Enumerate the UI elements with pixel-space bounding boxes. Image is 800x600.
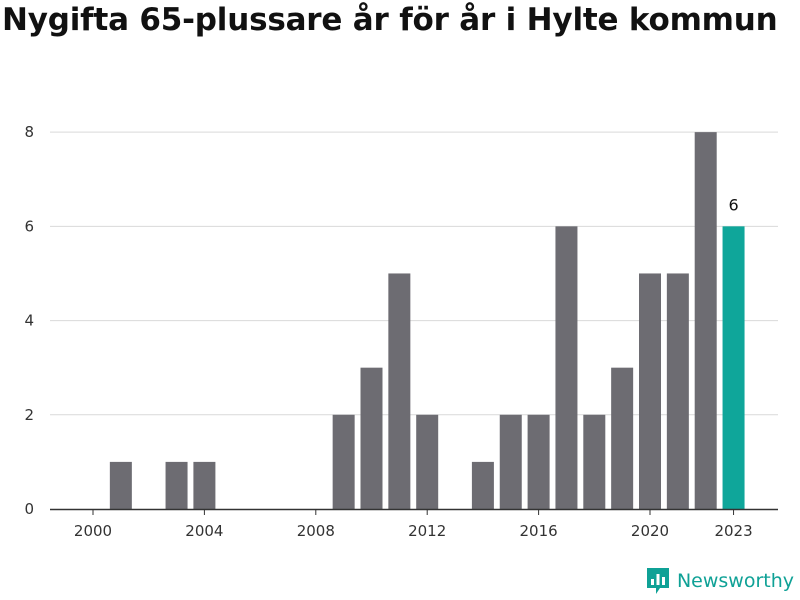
bar bbox=[583, 414, 606, 509]
brand-name: Newsworthy bbox=[676, 570, 794, 592]
x-tick-label: 2020 bbox=[631, 522, 669, 540]
bar bbox=[499, 414, 522, 509]
y-tick-label: 0 bbox=[24, 500, 34, 518]
x-tick-label: 2016 bbox=[520, 522, 558, 540]
newsworthy-logo: Newsworthy bbox=[645, 566, 794, 596]
y-tick-label: 8 bbox=[24, 123, 34, 141]
y-tick-label: 2 bbox=[24, 406, 34, 424]
y-tick-label: 4 bbox=[24, 312, 34, 330]
bar bbox=[416, 414, 439, 509]
chart-title: Nygifta 65-plussare år för år i Hylte ko… bbox=[2, 2, 778, 38]
x-tick-label: 2008 bbox=[297, 522, 335, 540]
x-tick-label: 2000 bbox=[74, 522, 112, 540]
bar bbox=[332, 414, 355, 509]
x-tick-label: 2012 bbox=[408, 522, 446, 540]
data-label: 6 bbox=[728, 195, 738, 214]
bar bbox=[109, 461, 132, 509]
bar bbox=[193, 461, 216, 509]
bar bbox=[639, 273, 661, 509]
bar bbox=[555, 226, 578, 509]
bar bbox=[360, 367, 383, 509]
bar bbox=[722, 226, 745, 509]
bar bbox=[388, 273, 411, 509]
y-tick-label: 6 bbox=[24, 217, 34, 235]
bar-chart-icon bbox=[646, 568, 669, 594]
bar bbox=[165, 461, 188, 509]
bar bbox=[666, 273, 689, 509]
bar bbox=[611, 367, 634, 509]
bar bbox=[471, 461, 494, 509]
x-tick-label: 2004 bbox=[185, 522, 223, 540]
x-tick-label: 2023 bbox=[714, 522, 752, 540]
bar bbox=[527, 414, 550, 509]
bar bbox=[694, 132, 717, 510]
